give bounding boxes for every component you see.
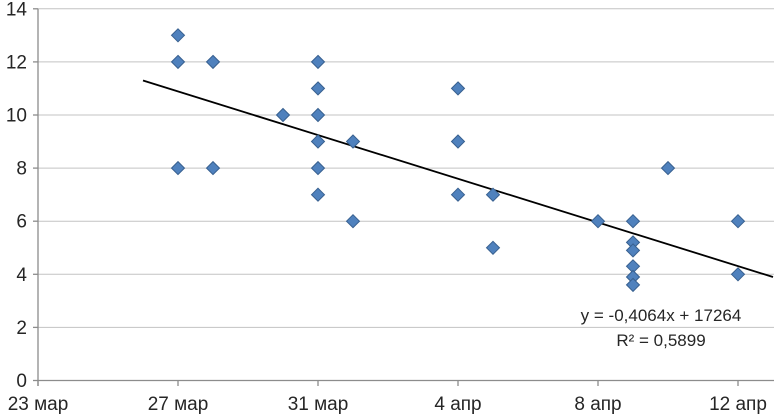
data-point <box>170 160 186 176</box>
data-point <box>450 134 466 149</box>
data-point <box>205 160 221 176</box>
data-point <box>450 81 466 96</box>
data-point <box>275 107 291 123</box>
data-point <box>625 213 641 229</box>
data-point <box>485 240 501 256</box>
data-point <box>345 213 361 229</box>
y-axis-label: 0 <box>16 371 27 392</box>
y-axis-label: 6 <box>16 212 27 233</box>
data-point <box>170 28 186 43</box>
data-point <box>170 54 186 70</box>
y-axis-label: 14 <box>6 0 28 20</box>
data-point <box>625 277 641 293</box>
x-axis-label: 23 мар <box>8 394 69 415</box>
trendline <box>142 79 774 278</box>
data-point <box>730 267 746 282</box>
y-axis-label: 8 <box>16 159 27 180</box>
data-point <box>310 81 326 96</box>
data-point <box>310 160 326 176</box>
data-point <box>450 187 466 202</box>
data-point <box>625 243 641 258</box>
data-point <box>310 187 326 202</box>
x-axis-label: 27 мар <box>148 394 209 415</box>
x-axis-label: 8 апр <box>574 394 621 415</box>
data-point <box>590 213 606 229</box>
data-point <box>485 187 501 202</box>
data-point <box>310 134 326 149</box>
y-axis-label: 10 <box>6 106 27 127</box>
data-point <box>205 54 221 70</box>
data-point <box>310 107 326 123</box>
y-axis-label: 4 <box>16 265 27 286</box>
x-axis-label: 12 апр <box>709 394 767 415</box>
data-point <box>345 134 361 149</box>
data-point <box>310 54 326 70</box>
data-point <box>730 213 746 229</box>
x-axis-label: 31 мар <box>288 394 349 415</box>
data-point <box>660 160 676 176</box>
x-axis-label: 4 апр <box>434 394 481 415</box>
y-axis-label: 12 <box>6 52 27 73</box>
y-axis-label: 2 <box>16 318 27 339</box>
